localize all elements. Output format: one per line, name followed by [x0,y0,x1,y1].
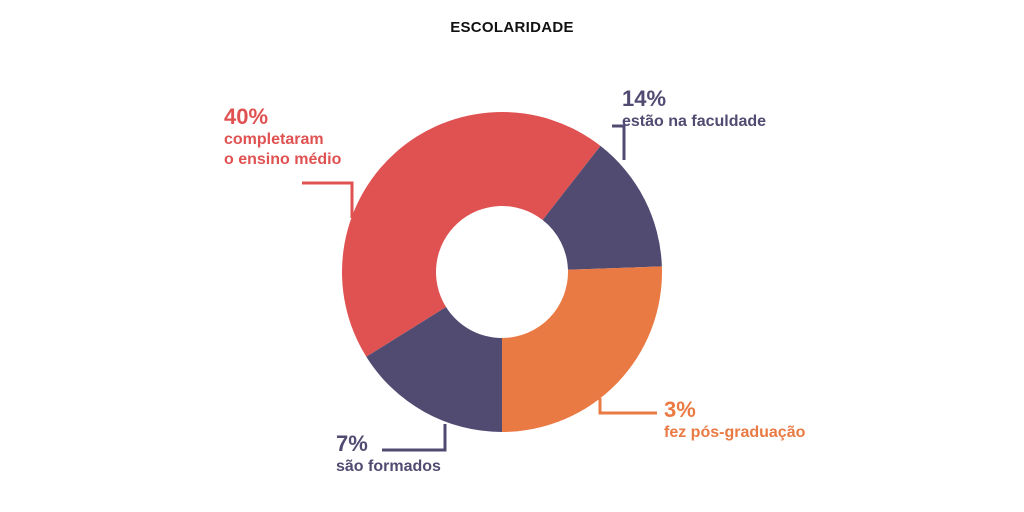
slice-desc-label: estão na faculdade [622,113,767,131]
callout-graduated: 7% são formados [336,431,441,477]
slice-pct-label: 40% [224,104,269,129]
slice-pct-label: 7% [336,431,368,456]
leader-line-high-school [302,181,354,218]
slice-desc-label: fez pós-graduação [664,424,806,442]
leader-line-university [612,124,626,160]
callout-postgraduate: 3% fez pós-graduação [664,397,805,443]
slice-pct-label: 3% [664,397,696,422]
slice-graduated [366,306,502,432]
slice-high-school [342,111,601,357]
chart-title: ESCOLARIDADE [450,19,574,36]
slice-desc-label: completaram [224,131,324,149]
slice-postgraduate [502,266,662,432]
callout-university: 14% estão na faculdade [622,86,766,132]
leader-line-graduated [382,424,447,452]
slice-university [542,145,662,270]
slice-desc-label: são formados [336,458,441,476]
slice-pct-label: 14% [622,86,667,111]
callout-high-school: 40% completaram o ensino médio [224,104,341,169]
slice-desc-label: o ensino médio [224,150,342,168]
leader-line-postgraduate [598,398,657,415]
